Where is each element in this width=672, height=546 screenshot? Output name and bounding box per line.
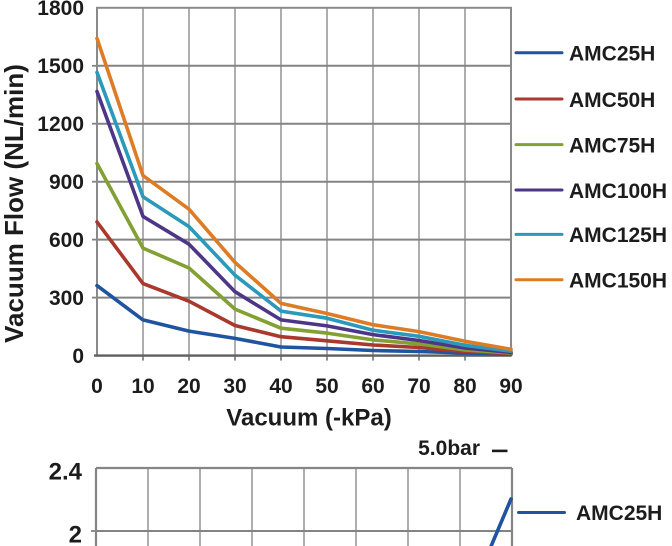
svg-text:Vacuum Flow (NL/min): Vacuum Flow (NL/min) [0,64,29,343]
svg-text:AMC25H: AMC25H [569,43,655,66]
svg-text:300: 300 [49,287,84,310]
svg-text:AMC50H: AMC50H [569,89,655,112]
svg-text:0: 0 [91,375,103,398]
svg-text:20: 20 [177,375,200,398]
svg-text:50: 50 [315,375,338,398]
svg-text:AMC100H: AMC100H [569,180,667,203]
svg-text:2: 2 [69,522,82,546]
svg-text:40: 40 [269,375,292,398]
svg-text:10: 10 [131,375,154,398]
svg-text:80: 80 [453,375,476,398]
svg-text:AMC25H: AMC25H [576,502,662,525]
svg-text:70: 70 [407,375,430,398]
svg-text:60: 60 [361,375,384,398]
svg-text:AMC75H: AMC75H [569,134,655,157]
svg-text:1500: 1500 [37,55,84,78]
svg-text:30: 30 [223,375,246,398]
svg-text:600: 600 [49,229,84,252]
svg-text:5.0bar: 5.0bar [418,437,480,460]
svg-text:900: 900 [49,171,84,194]
svg-text:2.4: 2.4 [49,459,83,486]
svg-text:Vacuum (-kPa): Vacuum (-kPa) [226,405,391,432]
svg-text:AMC125H: AMC125H [569,224,667,247]
svg-text:90: 90 [499,375,522,398]
svg-text:1200: 1200 [37,113,84,136]
svg-text:AMC150H: AMC150H [569,270,667,293]
svg-text:1800: 1800 [37,0,84,20]
svg-text:0: 0 [72,345,84,368]
